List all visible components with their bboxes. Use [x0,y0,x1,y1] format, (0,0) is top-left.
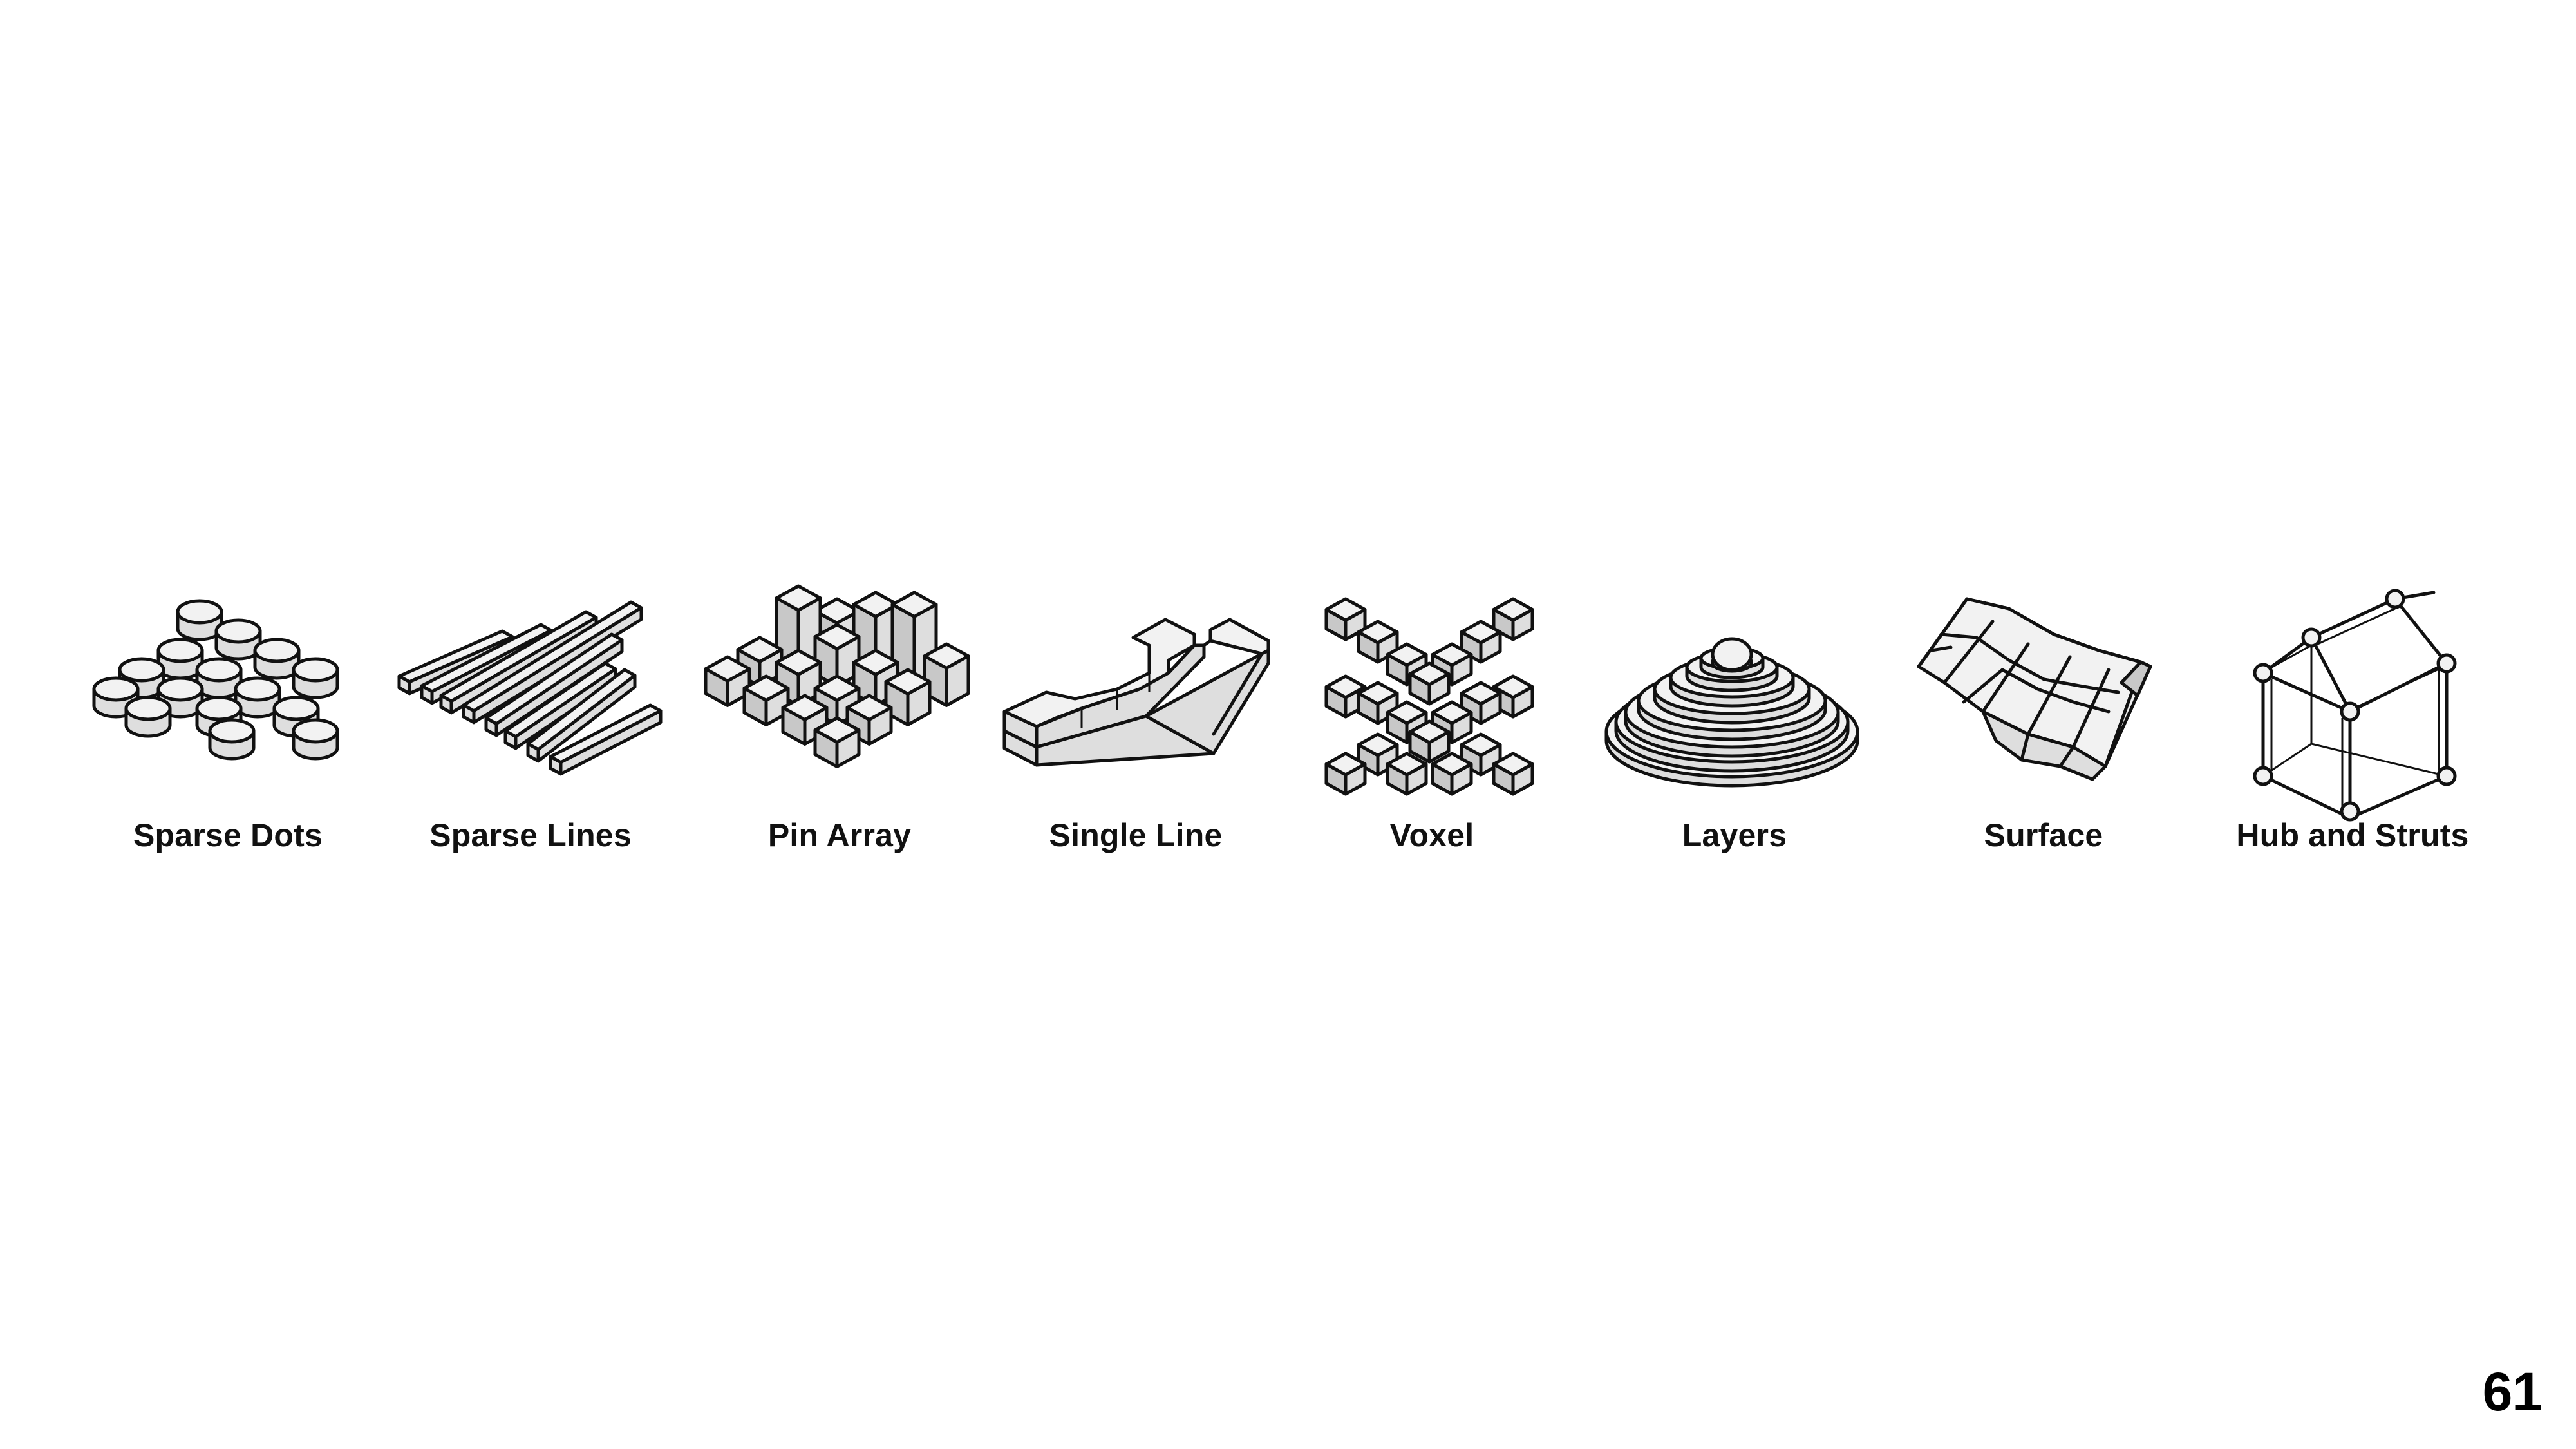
layers-icon [1597,573,1867,811]
label-sparse-dots: Sparse Dots [133,817,323,853]
label-hub-and-struts: Hub and Struts [2236,817,2469,853]
voxel-icon [1294,573,1565,811]
label-single-line: Single Line [1049,817,1223,853]
page-number: 61 [2482,1361,2543,1422]
label-pin-array: Pin Array [767,817,912,853]
surface-icon [1906,573,2176,811]
label-sparse-lines: Sparse Lines [429,817,632,853]
label-voxel: Voxel [1389,817,1474,853]
single-line-icon [998,573,1270,811]
hub-and-struts-icon [2215,573,2485,822]
sparse-dots-icon [90,573,361,811]
sparse-lines-icon [393,573,663,811]
pin-array-icon [702,573,972,811]
label-layers: Layers [1682,817,1787,853]
label-surface: Surface [1984,817,2103,853]
